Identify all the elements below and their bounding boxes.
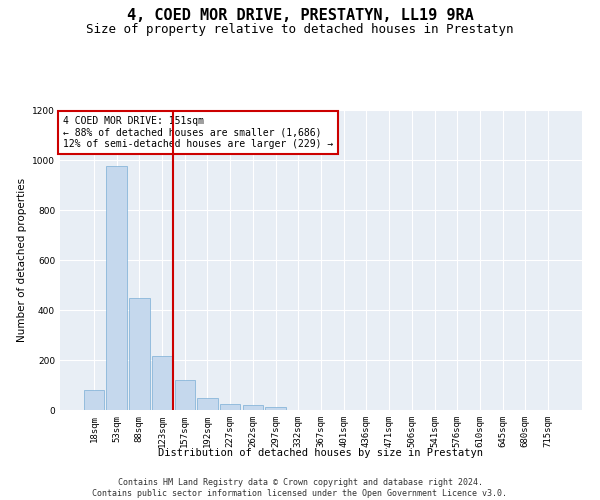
Bar xyxy=(220,404,241,410)
Text: Distribution of detached houses by size in Prestatyn: Distribution of detached houses by size … xyxy=(158,448,484,458)
Bar xyxy=(197,398,218,410)
Y-axis label: Number of detached properties: Number of detached properties xyxy=(17,178,26,342)
Bar xyxy=(175,380,195,410)
Bar xyxy=(265,407,286,410)
Text: 4, COED MOR DRIVE, PRESTATYN, LL19 9RA: 4, COED MOR DRIVE, PRESTATYN, LL19 9RA xyxy=(127,8,473,22)
Text: Contains HM Land Registry data © Crown copyright and database right 2024.
Contai: Contains HM Land Registry data © Crown c… xyxy=(92,478,508,498)
Bar xyxy=(129,298,149,410)
Text: 4 COED MOR DRIVE: 151sqm
← 88% of detached houses are smaller (1,686)
12% of sem: 4 COED MOR DRIVE: 151sqm ← 88% of detach… xyxy=(62,116,333,149)
Bar xyxy=(84,390,104,410)
Text: Size of property relative to detached houses in Prestatyn: Size of property relative to detached ho… xyxy=(86,22,514,36)
Bar xyxy=(242,404,263,410)
Bar xyxy=(106,166,127,410)
Bar xyxy=(152,356,172,410)
